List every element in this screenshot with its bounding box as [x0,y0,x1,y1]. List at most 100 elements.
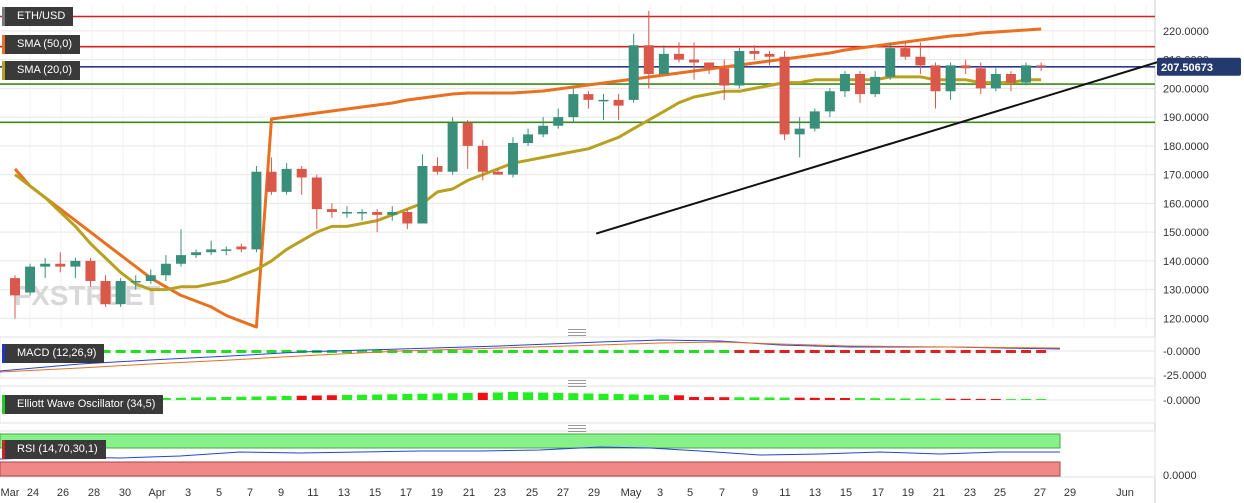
candle-body [673,53,684,60]
macd-histogram-bar [160,350,171,353]
rsi-overbought-zone [0,433,1061,449]
pane-resize-handle[interactable] [568,425,586,432]
macd-histogram-bar [523,350,534,353]
pane-resize-handle[interactable] [568,380,586,387]
candle-body [70,260,81,267]
macd-histogram-bar [734,350,745,353]
macd-histogram-bar [839,350,850,353]
candle-body [326,209,337,212]
candle-body [960,65,971,69]
candle-body [719,68,730,86]
ewo-histogram-bar [719,397,730,400]
ewo-histogram-bar [387,394,398,400]
candle-body [990,74,1001,89]
x-tick-label: 13 [338,487,350,499]
macd-histogram-bar [206,350,217,353]
macd-histogram-bar [251,350,262,353]
macd-histogram-bar [568,350,579,353]
ewo-histogram-bar [1005,399,1016,400]
candle-body [402,212,413,224]
macd-histogram-bar [900,350,911,353]
candle-body [870,76,881,95]
macd-histogram-bar [130,350,141,353]
ewo-histogram-bar [1036,399,1047,400]
candle-body [1021,65,1032,83]
ewo-histogram-bar [915,398,926,400]
macd-histogram-bar [719,350,730,353]
ewo-histogram-bar [523,392,534,400]
macd-histogram-bar [507,350,518,353]
macd-histogram-bar [477,350,488,353]
sma50-legend[interactable]: SMA (50,0) [2,35,81,54]
macd-histogram-bar [432,350,443,353]
macd-histogram-bar [538,350,549,353]
candle-body [643,45,654,74]
rsi-oversold-zone [0,461,1061,477]
ewo-histogram-bar [341,395,352,400]
macd-histogram-bar [794,350,805,353]
macd-histogram-bar [100,350,111,353]
candle-body [357,212,368,214]
candle-body [704,62,715,69]
pane-resize-handle[interactable] [568,329,586,336]
ewo-histogram-bar [628,394,639,400]
macd-line [0,339,1061,372]
candle-body [538,125,549,135]
macd-histogram-bar [1021,350,1032,353]
candle-body [779,56,790,135]
ewo-histogram-bar [824,397,835,400]
x-tick-label: 24 [27,487,39,499]
x-tick-label: 7 [719,487,725,499]
candle-body [945,65,956,92]
ewo-histogram-bar [311,395,322,400]
ewo-histogram-bar [855,398,866,400]
ewo-legend[interactable]: Elliott Wave Oscillator (34,5) [2,395,164,414]
candle-body [160,263,171,276]
macd-tick-label: -25.0000 [1163,370,1206,382]
macd-histogram-bar [779,350,790,353]
price-tick-label: 200.0000 [1163,83,1209,95]
candle-body [749,51,760,54]
ewo-histogram-bar [432,393,443,400]
rsi-legend[interactable]: RSI (14,70,30,1) [2,440,106,459]
candle-body [417,166,428,224]
price-tick-label: 180.0000 [1163,141,1209,153]
macd-histogram-bar [553,350,564,353]
ewo-histogram-bar [221,397,232,400]
x-tick-label: 11 [307,487,318,499]
macd-histogram-bar [930,350,941,353]
candle-body [130,281,141,283]
macd-histogram-bar [175,350,186,353]
candle-body [251,171,262,250]
sma20-legend[interactable]: SMA (20,0) [2,61,81,80]
symbol-label: ETH/USD [2,7,74,26]
sma20-line [14,75,1042,292]
macd-histogram-bar [341,350,352,353]
x-tick-label: May [621,487,642,499]
price-tick-label: 140.0000 [1163,256,1209,268]
ewo-histogram-bar [734,397,745,400]
macd-legend[interactable]: MACD (12,26,9) [2,344,105,363]
price-tick-label: 150.0000 [1163,227,1209,239]
ewo-histogram-bar [870,398,881,400]
ewo-histogram-bar [266,396,277,400]
macd-histogram-bar [689,350,700,353]
ewo-histogram-bar [206,397,217,400]
macd-histogram-bar [191,350,202,353]
ewo-histogram-bar [643,394,654,400]
candle-body [839,74,850,92]
x-tick-label: 15 [840,487,852,499]
macd-histogram-bar [583,350,594,353]
candle-body [689,59,700,63]
macd-histogram-bar [145,350,156,353]
ewo-histogram-bar [945,398,956,400]
macd-histogram-bar [960,350,971,353]
ewo-histogram-bar [1021,399,1032,400]
macd-histogram-bar [870,350,881,353]
x-tick-label: 25 [526,487,538,499]
x-tick-label: 3 [185,487,191,499]
ewo-histogram-bar [326,395,337,400]
x-tick-label: 13 [809,487,821,499]
ewo-histogram-bar [809,397,820,400]
